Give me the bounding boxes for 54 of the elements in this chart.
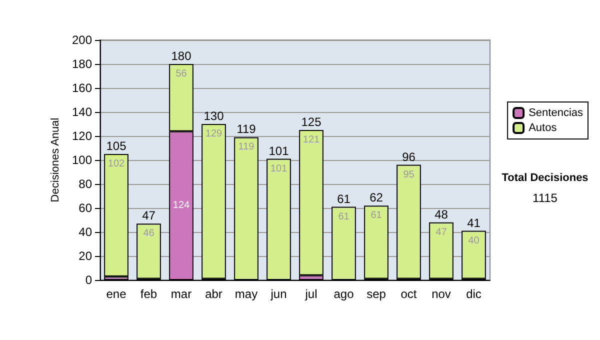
total-label: 47 [142,208,156,223]
data-label: 40 [468,235,480,246]
x-tick-label: ago [334,287,354,301]
y-tick-label: 60 [78,201,92,215]
y-tick-label: 200 [72,33,92,47]
legend-label: Autos [528,122,558,134]
y-tick-label: 140 [72,105,92,119]
x-tick-label: nov [432,287,451,301]
data-label: 46 [143,228,155,240]
x-tick-label: abr [205,287,222,301]
y-tick-label: 120 [72,129,92,143]
total-label: 130 [204,109,224,123]
data-label: 129 [205,128,223,140]
y-tick-label: 100 [72,153,92,167]
y-tick-label: 180 [72,57,92,71]
data-label: 121 [302,134,320,146]
y-axis-title: Decisiones Anual [50,118,62,202]
x-tick-label: mar [170,287,192,301]
text: Total Decisiones [502,172,588,184]
y-tick-label: 160 [72,81,92,95]
y-tick-label: 80 [78,177,92,191]
y-tick-label: 0 [85,273,92,287]
data-label: 124 [172,200,190,212]
total-label: 96 [402,150,416,164]
y-tick-label: 20 [78,249,92,263]
x-tick-label: jun [270,287,287,301]
total-label: 119 [236,122,256,136]
x-tick-label: dic [466,287,482,301]
text: 1115 [532,191,558,205]
data-label: 61 [338,211,350,222]
bar [104,154,128,276]
data-label: 61 [370,210,382,222]
x-tick-label: jul [304,287,318,301]
x-tick-label: ene [106,287,127,301]
y-tick-label: 40 [78,225,92,239]
data-label: 95 [403,169,415,180]
total-label: 180 [171,49,192,63]
legend-label: Sentencias [528,107,584,119]
total-label: 62 [370,190,384,205]
data-label: 47 [436,226,448,238]
total-label: 101 [268,144,290,158]
data-label: 102 [108,158,126,170]
x-tick-label: oct [400,287,418,301]
total-label: 41 [467,216,481,230]
x-tick-label: sep [366,287,386,301]
data-label: 56 [176,68,188,80]
total-label: 105 [106,139,127,153]
x-tick-label: may [234,287,258,301]
total-label: 61 [337,192,351,206]
data-label: 119 [238,142,255,153]
data-label: 101 [270,163,288,174]
total-label: 125 [301,115,322,129]
total-label: 48 [434,207,448,222]
x-tick-label: feb [140,287,158,301]
